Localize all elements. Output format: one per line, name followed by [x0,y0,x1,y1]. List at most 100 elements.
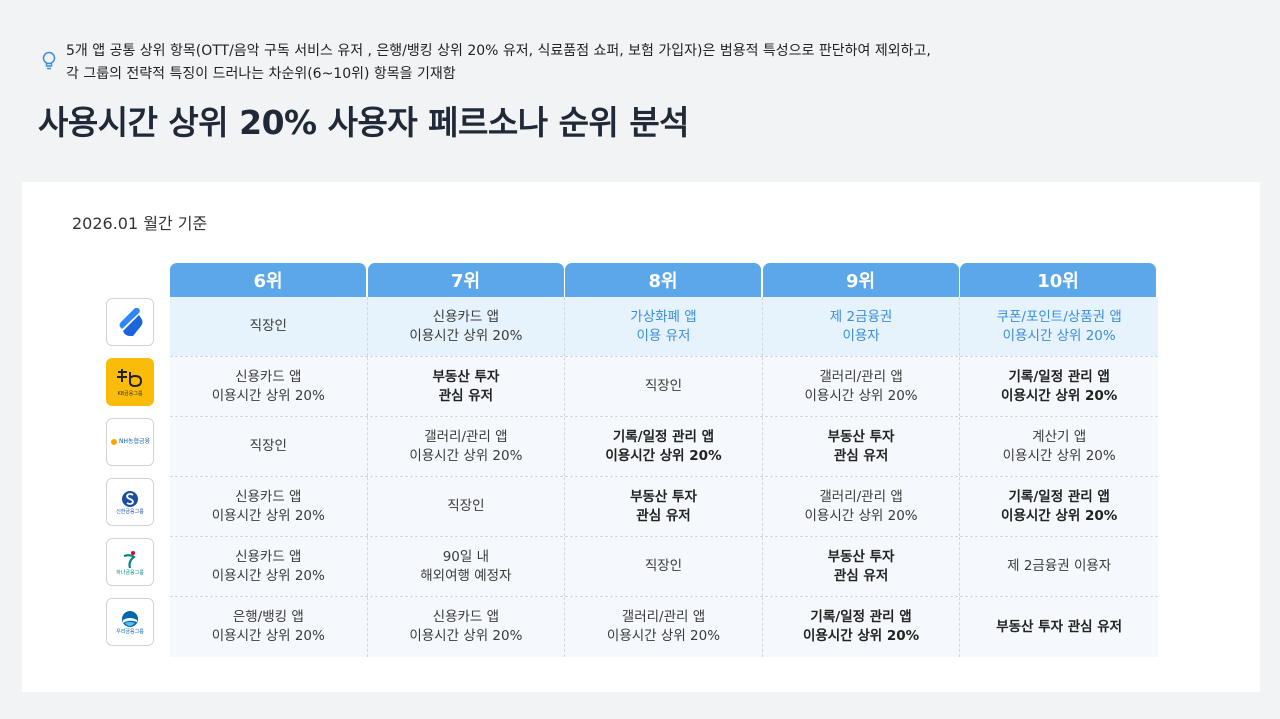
table-cell: 직장인 [565,537,763,596]
cell-text: 부동산 투자 [827,548,895,565]
table-cell: 부동산 투자 관심 유저 [762,417,961,476]
cell-text: 갤러리/관리 앱 [621,609,706,625]
cell-text: 갤러리/관리 앱 [819,368,903,385]
cell-text: 가상화폐 앱 [630,308,697,325]
cell-text: 이용시간 상위 20% [802,628,920,644]
cell-text: 부동산 투자 관심 유저 [996,618,1123,635]
cell-text: 제 2금융권 [829,308,893,325]
cell-text: 갤러리/관리 앱 [424,428,508,445]
cell-text: 이용시간 상위 20% [409,628,523,644]
note-line-2: 각 그룹의 전략적 특징이 드러나는 차순위(6~10위) 항목을 기재함 [66,66,456,82]
cell-text: 제 2금융권 이용자 [1007,558,1112,574]
hana-icon [123,550,136,568]
cell-text: 직장인 [447,498,485,514]
table-cell: 갤러리/관리 앱 이용시간 상위 20% [565,597,763,657]
woori-icon [122,610,138,627]
cell-text: 이용시간 상위 20% [211,387,325,404]
shinhan-icon [122,490,138,507]
cell-text: 관심 유저 [833,567,889,584]
cell-text: 직장인 [644,558,683,574]
header-rank-9: 9위 [762,263,959,297]
cell-text: 신용카드 앱 [235,488,302,505]
hana-logo-text: 하나금융그룹 [116,569,144,576]
cell-text: 이용시간 상위 20% [1002,327,1116,344]
kb-logo: KB금융그룹 [106,358,154,406]
shinhan-logo-text: 신한금융그룹 [116,508,144,515]
header-rank-7: 7위 [367,263,564,297]
cell-text: 관심 유저 [438,387,494,404]
cell-text: 은행/뱅킹 앱 [232,609,304,625]
cell-text: 이용시간 상위 20% [1002,447,1116,464]
table-cell: 부동산 투자 관심 유저 [960,597,1158,657]
cell-text: 직장인 [249,318,287,334]
cell-text: 90일 내 [442,548,490,565]
info-note: 5개 앱 공통 상위 항목(OTT/음악 구독 서비스 유저 , 은행/뱅킹 상… [40,40,931,86]
cell-text: 관심 유저 [833,447,889,464]
bank-logos: KB금융그룹 NH농협금융 신한금융그룹 하나금융그룹 [106,298,154,658]
cell-text: 신용카드 앱 [235,368,302,385]
table-row-kb: 신용카드 앱 이용시간 상위 20% 부동산 투자 관심 유저 직장인 갤러리/관리… [170,357,1158,417]
cell-text: 이용 유저 [636,327,691,344]
cell-text: 신용카드 앱 [432,609,500,625]
header-rank-8: 8위 [565,263,761,297]
cell-text: 이용자 [842,327,880,344]
table-cell: 부동산 투자 관심 유저 [565,477,763,536]
ranking-table: 6위 7위 8위 9위 10위 직장인 신용카드 앱 이용시간 상위 20% 가상… [170,263,1158,657]
cell-text: 갤러리/관리 앱 [819,488,903,505]
table-cell: 부동산 투자 관심 유저 [367,357,566,416]
cell-text: 해외여행 예정자 [420,567,512,584]
table-cell: 직장인 [170,297,368,356]
table-cell: 신용카드 앱 이용시간 상위 20% [367,297,566,356]
hana-logo: 하나금융그룹 [106,538,154,586]
cell-text: 이용시간 상위 20% [211,628,325,644]
table-row-nh: 직장인 갤러리/관리 앱 이용시간 상위 20% 기록/일정 관리 앱 이용시간 상… [170,417,1158,477]
cell-text: 이용시간 상위 20% [211,567,325,584]
header-rank-10: 10위 [960,263,1156,297]
cell-text: 이용시간 상위 20% [804,387,918,404]
kb-logo-text: KB금융그룹 [117,390,143,397]
cell-text: 기록/일정 관리 앱 [1008,488,1110,505]
cell-text: 이용시간 상위 20% [211,507,325,524]
header-rank-6: 6위 [170,263,366,297]
kb-star-icon [117,368,143,387]
woori-logo: 우리금융그룹 [106,598,154,646]
nh-mark: NH농협금융 [110,438,150,446]
shinhan-logo: 신한금융그룹 [106,478,154,526]
cell-text: 기록/일정 관리 앱 [810,609,912,625]
table-cell: 갤러리/관리 앱 이용시간 상위 20% [367,417,566,476]
cell-text: 이용시간 상위 20% [605,447,722,464]
table-cell: 제 2금융권 이용자 [960,537,1158,596]
cell-text: 이용시간 상위 20% [1001,507,1118,524]
cell-text: 기록/일정 관리 앱 [1008,368,1110,385]
cell-text: 신용카드 앱 [235,548,302,565]
cell-text: 이용시간 상위 20% [804,507,918,524]
table-cell: 직장인 [170,417,368,476]
note-line-1: 5개 앱 공통 상위 항목(OTT/음악 구독 서비스 유저 , 은행/뱅킹 상… [66,43,931,59]
cell-text: 기록/일정 관리 앱 [612,428,715,445]
ranking-card: 2026.01 월간 기준 KB금융그룹 NH농협금융 신한금 [22,182,1260,692]
toss-logo [106,298,154,346]
cell-text: 부동산 투자 [630,488,697,505]
nh-logo: NH농협금융 [106,418,154,466]
cell-text: 이용시간 상위 20% [1001,387,1118,404]
cell-text: 쿠폰/포인트/상품권 앱 [996,308,1122,325]
